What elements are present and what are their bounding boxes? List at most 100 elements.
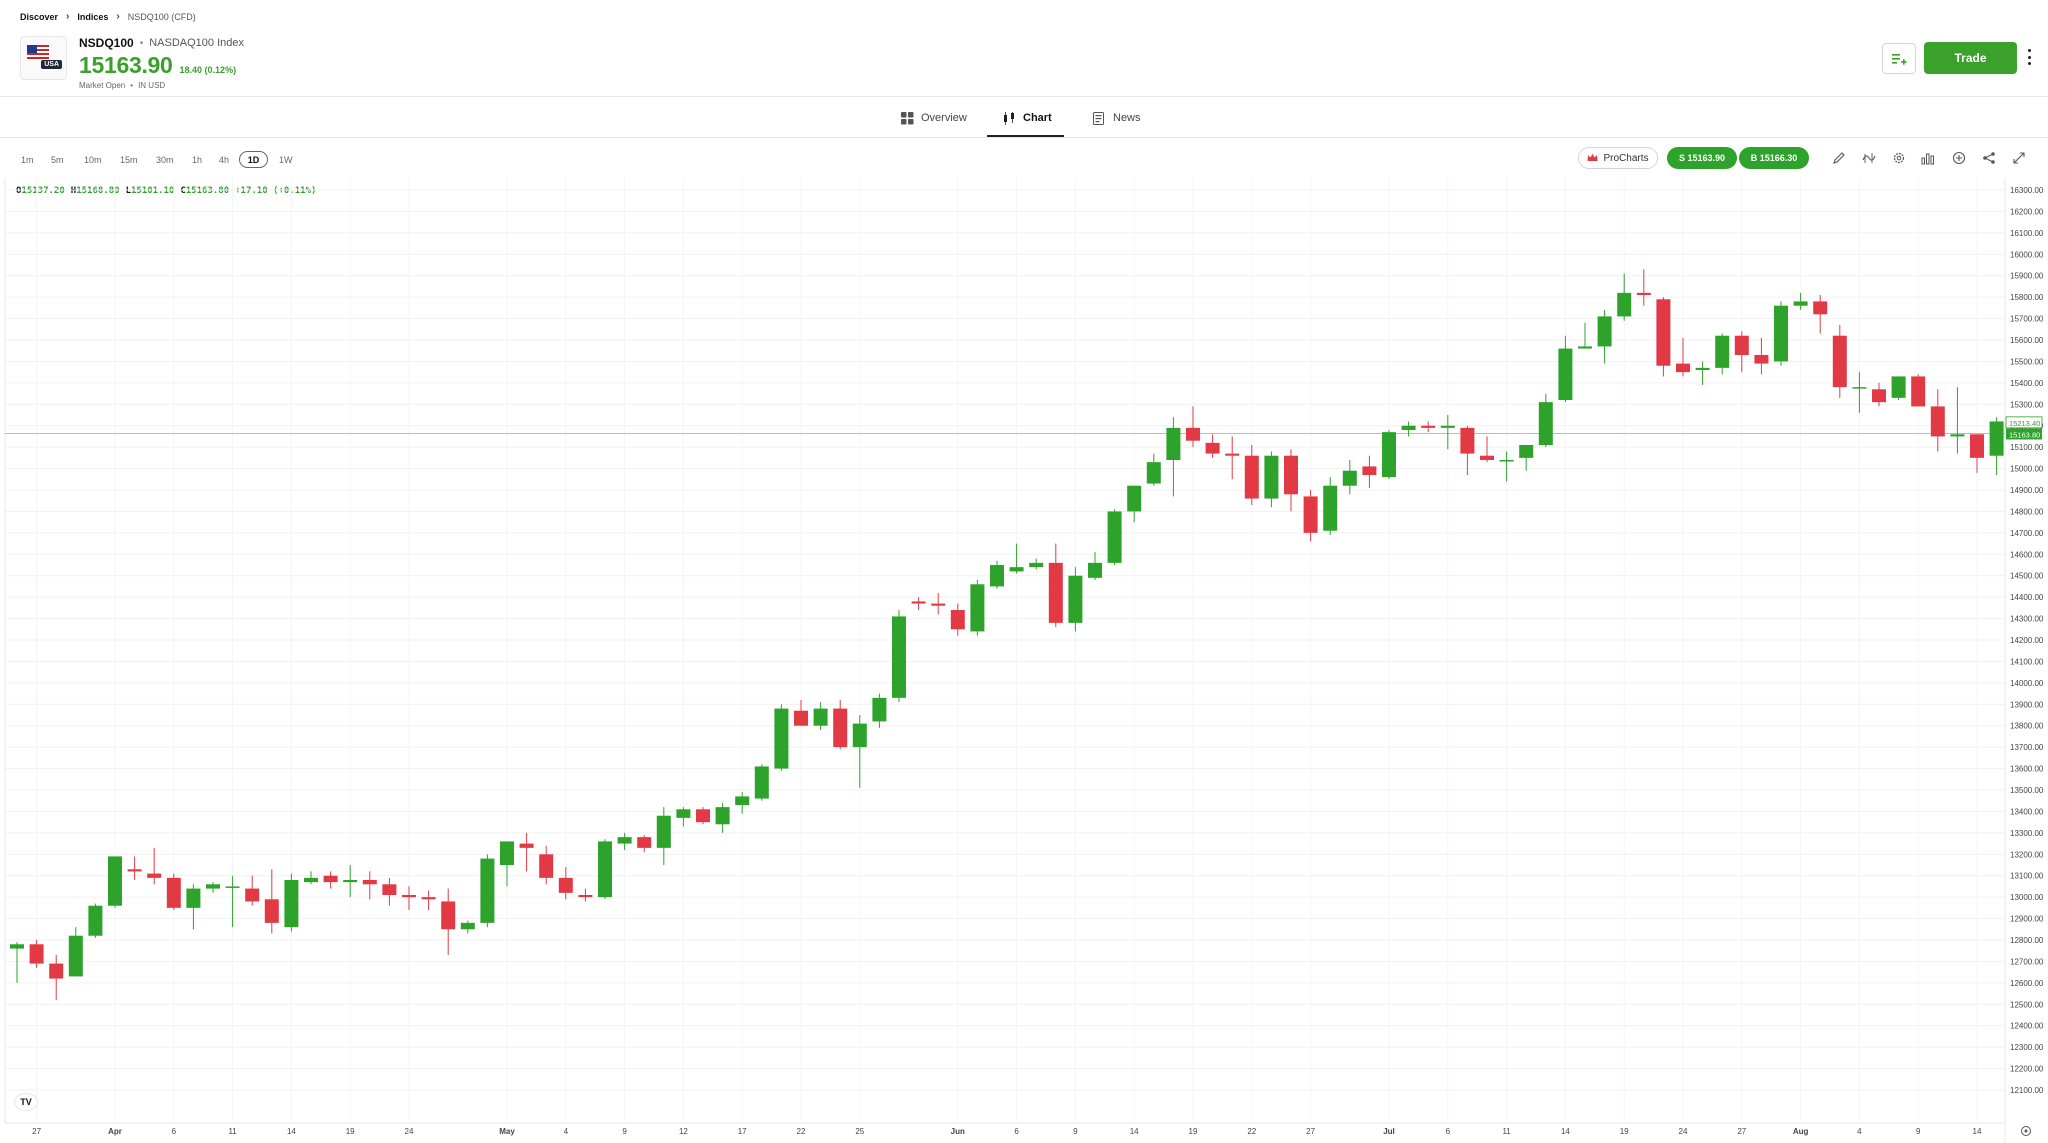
x-tick-label: 11 <box>228 1127 237 1136</box>
candle-body <box>1362 466 1377 475</box>
candle-body <box>166 877 181 908</box>
candle-body <box>1558 348 1573 400</box>
y-tick-label: 12400.00 <box>2010 1022 2044 1031</box>
add-to-list-icon <box>1892 53 1907 65</box>
trade-button[interactable]: Trade <box>1924 42 2017 74</box>
prochart-button[interactable]: ProCharts <box>1578 147 1658 169</box>
candle-body <box>558 877 573 893</box>
current-price-label: 15163.80 <box>2009 430 2040 439</box>
breadcrumb-discover[interactable]: Discover <box>20 11 59 22</box>
sell-price-button[interactable]: S 15163.90 <box>1667 147 1737 169</box>
more-options-icon[interactable] <box>2024 46 2034 68</box>
candle-body <box>480 858 495 923</box>
candle-body <box>500 841 514 865</box>
y-tick-label: 12700.00 <box>2010 957 2044 966</box>
y-tick-label: 12900.00 <box>2010 915 2044 924</box>
candle-body <box>1048 562 1063 623</box>
separator-dot: • <box>130 81 134 90</box>
x-tick-label: 11 <box>1502 1127 1511 1136</box>
fullscreen-icon[interactable] <box>2010 149 2028 167</box>
y-tick-label: 14000.00 <box>2010 679 2044 688</box>
ohlc-low: L15101.10 <box>125 186 175 196</box>
y-tick-label: 14300.00 <box>2010 615 2044 624</box>
y-tick-label: 16300.00 <box>2010 186 2044 195</box>
x-tick-label: 14 <box>1130 1127 1139 1136</box>
candle-body <box>774 708 789 769</box>
candle-body <box>88 905 103 936</box>
candle-body <box>1480 455 1494 460</box>
tab-overview[interactable]: Overview <box>901 99 967 137</box>
grid-icon <box>901 111 914 124</box>
timeframe-5m[interactable]: 5m <box>51 154 64 165</box>
candle-body <box>1499 460 1514 462</box>
y-tick-label: 13600.00 <box>2010 765 2044 774</box>
instrument-change: 18.40 (0.12%) <box>179 65 237 75</box>
y-tick-label: 12100.00 <box>2010 1086 2044 1095</box>
ohlc-high-value: 15168.80 <box>76 186 120 196</box>
y-tick-label: 15000.00 <box>2010 465 2044 474</box>
timeframe-1w[interactable]: 1W <box>279 154 293 165</box>
x-tick-label: 12 <box>679 1127 688 1136</box>
candle-body <box>1264 455 1279 499</box>
price-chart[interactable]: 12100.00 12200.00 12300.00 12400.00 12500.00… <box>0 178 2048 1143</box>
candle-body <box>206 884 220 889</box>
plus-circle-icon[interactable] <box>1950 149 1968 167</box>
timeframe-10m[interactable]: 10m <box>84 154 102 165</box>
breadcrumb-indices[interactable]: Indices <box>77 11 109 22</box>
candle-body <box>1009 567 1024 572</box>
candle-body <box>519 843 534 848</box>
candle-body <box>1029 562 1044 568</box>
tab-overview-label: Overview <box>921 112 967 124</box>
chevron-right-icon: › <box>66 11 70 22</box>
settings-icon[interactable] <box>1890 149 1908 167</box>
y-tick-label: 12200.00 <box>2010 1065 2044 1074</box>
x-tick-label: 24 <box>1679 1127 1688 1136</box>
candle-body <box>382 884 397 895</box>
ohlc-close: C15163.80 <box>180 186 230 196</box>
candle-body <box>1950 434 1965 437</box>
x-tick-label: 24 <box>405 1127 414 1136</box>
candle-body <box>1872 389 1886 403</box>
watchlist-button[interactable] <box>1882 43 1916 74</box>
x-tick-label: 4 <box>1857 1127 1862 1136</box>
chart-type-icon[interactable] <box>1919 149 1937 167</box>
pencil-icon[interactable] <box>1830 149 1848 167</box>
candle-body <box>1186 427 1200 441</box>
timeframe-1m[interactable]: 1m <box>21 154 34 165</box>
candle-body <box>1930 406 1945 437</box>
y-tick-label: 12300.00 <box>2010 1043 2044 1052</box>
tradingview-logo[interactable]: TV <box>14 1093 38 1111</box>
candle-body <box>539 854 554 878</box>
tab-chart[interactable]: Chart <box>1003 99 1052 137</box>
candle-body <box>1244 455 1259 499</box>
prochart-label: ProCharts <box>1603 152 1649 164</box>
candle-body <box>1284 455 1298 495</box>
axis-settings-icon-center <box>2024 1129 2028 1133</box>
candle-body <box>225 886 240 888</box>
candle-body <box>1225 453 1240 456</box>
candle-body <box>1205 442 1220 454</box>
timeframe-1h[interactable]: 1h <box>192 154 203 165</box>
timeframe-30m[interactable]: 30m <box>156 154 174 165</box>
tab-news[interactable]: News <box>1093 99 1141 137</box>
candle-body <box>343 880 358 883</box>
indicators-icon[interactable] <box>1860 149 1878 167</box>
timeframe-15m[interactable]: 15m <box>120 154 138 165</box>
candle-body <box>1793 301 1808 306</box>
buy-price-button[interactable]: B 15166.30 <box>1739 147 1809 169</box>
timeframe-1d[interactable]: 1D <box>239 151 268 168</box>
y-tick-label: 16000.00 <box>2010 250 2044 259</box>
share-icon[interactable] <box>1980 149 1998 167</box>
logo-badge: USA <box>41 60 62 69</box>
timeframe-4h[interactable]: 4h <box>219 154 230 165</box>
candle-body <box>1989 421 2004 456</box>
ohlc-low-value: 15101.10 <box>130 186 175 196</box>
x-tick-label: 25 <box>855 1127 864 1136</box>
x-tick-label: 22 <box>1247 1127 1256 1136</box>
candle-body <box>323 875 338 883</box>
candle-body <box>421 897 436 900</box>
candle-body <box>852 723 867 748</box>
y-tick-label: 13700.00 <box>2010 743 2044 752</box>
x-tick-label: 9 <box>622 1127 627 1136</box>
candle-body <box>108 856 122 906</box>
